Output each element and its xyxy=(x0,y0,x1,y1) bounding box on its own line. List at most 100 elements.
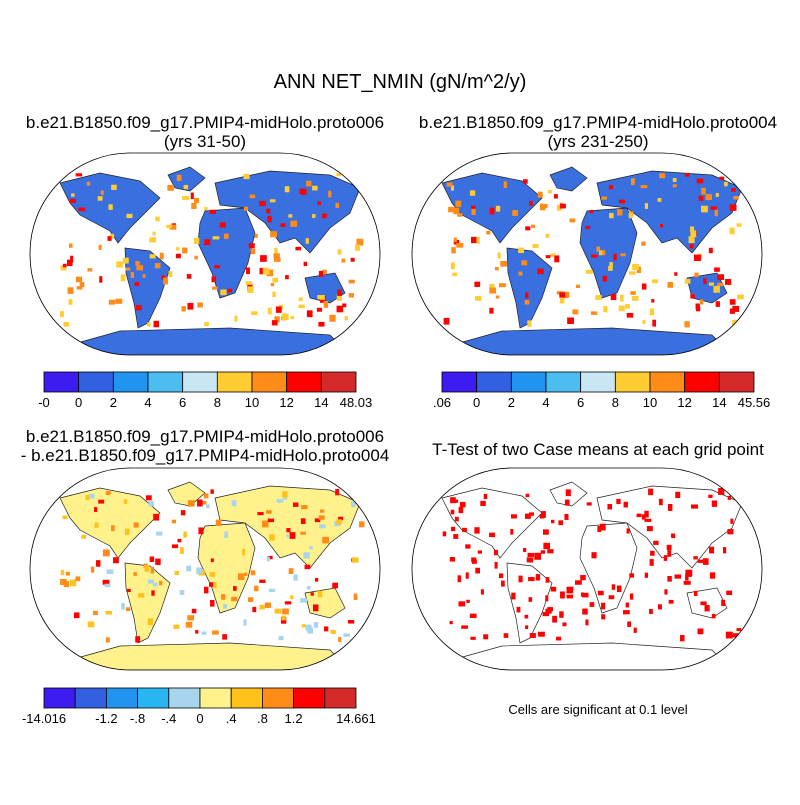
map-cell xyxy=(736,294,744,300)
map-cell xyxy=(449,621,453,625)
map-cell xyxy=(710,206,717,210)
map-cell xyxy=(457,213,463,217)
map-cell xyxy=(672,178,677,182)
map-cell xyxy=(187,615,195,621)
map-cell xyxy=(282,608,289,615)
map-cell xyxy=(675,491,681,498)
map-cell xyxy=(324,626,329,632)
map-cell xyxy=(619,199,625,204)
map-cell xyxy=(474,281,481,287)
map-cell xyxy=(732,319,738,326)
map-cell xyxy=(148,501,155,507)
map-cell xyxy=(274,316,280,323)
colorbar-box xyxy=(580,371,616,393)
map-cell xyxy=(197,302,203,308)
map-cell xyxy=(96,560,101,567)
map-cell xyxy=(306,180,312,187)
map-cell xyxy=(97,196,103,201)
map-cell xyxy=(689,244,694,249)
map-cell xyxy=(319,509,325,513)
map-cell xyxy=(572,309,579,315)
map-cell xyxy=(630,178,635,186)
map-cell xyxy=(210,558,214,563)
map-cell xyxy=(274,608,282,614)
map-cell xyxy=(257,512,264,516)
map-cell xyxy=(78,207,86,212)
map-cell xyxy=(250,570,256,576)
map-cell xyxy=(708,494,713,498)
map-cell xyxy=(741,322,747,328)
map-cell xyxy=(152,582,158,587)
map-cell xyxy=(717,282,724,287)
map-cell xyxy=(641,283,647,290)
map-cell xyxy=(688,236,695,244)
map-cell xyxy=(149,237,157,243)
map-cell xyxy=(646,526,653,532)
map-cell xyxy=(135,305,142,311)
map-cell xyxy=(527,320,532,327)
map-cell xyxy=(565,489,571,497)
map-cell xyxy=(274,258,281,262)
colorbar-label: -.4 xyxy=(161,711,176,726)
map-cell xyxy=(602,275,607,282)
map-cell xyxy=(288,214,293,218)
map-cell xyxy=(664,589,668,595)
map-cell xyxy=(718,488,725,495)
map-cell xyxy=(177,538,182,543)
map-cell xyxy=(708,247,713,254)
map-cell xyxy=(138,593,145,598)
map-cell xyxy=(674,574,682,579)
map-cell xyxy=(243,206,248,211)
map-cell xyxy=(518,247,525,254)
map-cell xyxy=(524,513,531,519)
map-cell xyxy=(599,250,606,256)
map-cell xyxy=(627,621,632,627)
map-cell xyxy=(108,204,113,210)
map-cell xyxy=(224,233,229,239)
map-cell xyxy=(442,531,447,537)
map-cell xyxy=(191,608,197,614)
map-cell xyxy=(168,271,173,278)
map-cell xyxy=(227,288,233,293)
map-cell xyxy=(197,499,203,507)
map-cell xyxy=(667,575,672,582)
map-cell xyxy=(209,209,216,214)
map-cell xyxy=(550,253,556,257)
map-cell xyxy=(337,249,342,255)
map-cell xyxy=(319,524,326,529)
map-cell xyxy=(480,589,484,595)
panel-title: T-Test of two Case means at each grid po… xyxy=(432,440,764,459)
map-cell xyxy=(601,614,606,620)
map-cell xyxy=(498,573,504,579)
map-cell xyxy=(529,512,535,516)
map-cell xyxy=(231,596,238,602)
map-cell xyxy=(448,206,456,213)
map-cell xyxy=(567,317,574,324)
map-cell xyxy=(290,316,295,320)
map-cell xyxy=(125,267,131,271)
map-cell xyxy=(169,224,177,230)
map-cell xyxy=(620,294,624,302)
map-cell xyxy=(121,602,125,610)
map-cell xyxy=(497,252,501,259)
map-cell xyxy=(336,294,342,301)
map-cell xyxy=(198,527,204,535)
map-cell xyxy=(280,617,287,624)
map-cell xyxy=(658,498,663,506)
panels: b.e21.B1850.f09_g17.PMIP4-midHolo.proto0… xyxy=(21,113,777,726)
map-cell xyxy=(471,557,477,563)
map-cell xyxy=(731,188,736,192)
map-cell xyxy=(642,320,646,324)
map-cell xyxy=(251,311,258,316)
map-cell xyxy=(300,598,307,603)
map-cell xyxy=(538,631,545,637)
map-cell xyxy=(105,637,110,643)
map-cell xyxy=(264,602,271,608)
map-cell xyxy=(453,499,459,503)
map-cell xyxy=(233,586,237,591)
colorbar-box xyxy=(510,371,547,393)
map-cell xyxy=(65,571,70,576)
map-cell xyxy=(715,301,720,307)
map-cell xyxy=(305,238,309,244)
map-cell xyxy=(237,573,245,581)
